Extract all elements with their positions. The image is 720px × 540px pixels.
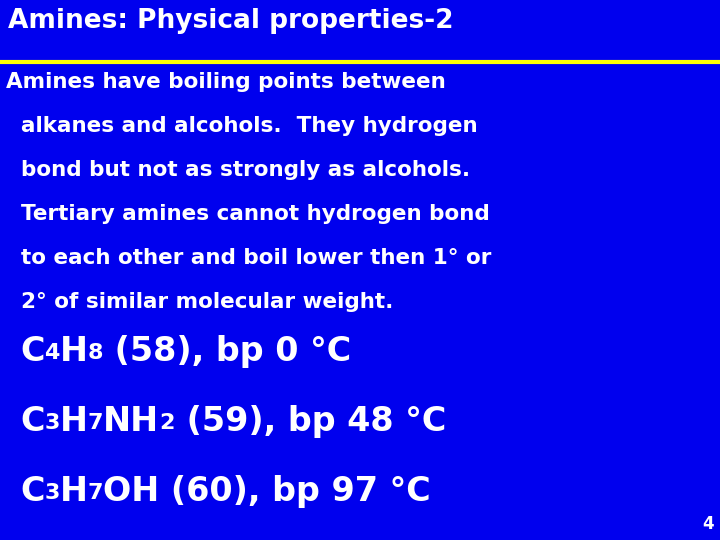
Text: NH: NH <box>104 405 160 438</box>
Text: C: C <box>20 405 45 438</box>
Text: H: H <box>60 335 88 368</box>
Text: H: H <box>60 405 88 438</box>
Text: 3: 3 <box>45 483 60 503</box>
Text: 4: 4 <box>45 343 60 363</box>
Text: H: H <box>60 475 88 508</box>
Text: 7: 7 <box>88 483 104 503</box>
Text: Amines have boiling points between: Amines have boiling points between <box>6 72 446 92</box>
Text: 4: 4 <box>703 515 714 533</box>
Text: 7: 7 <box>88 413 104 433</box>
Text: alkanes and alcohols.  They hydrogen: alkanes and alcohols. They hydrogen <box>6 116 477 136</box>
Text: 2° of similar molecular weight.: 2° of similar molecular weight. <box>6 292 393 312</box>
Text: 3: 3 <box>45 413 60 433</box>
Text: 8: 8 <box>88 343 104 363</box>
Text: Tertiary amines cannot hydrogen bond: Tertiary amines cannot hydrogen bond <box>6 204 490 224</box>
Text: (58), bp 0 °C: (58), bp 0 °C <box>104 335 351 368</box>
Text: (59), bp 48 °C: (59), bp 48 °C <box>175 405 446 438</box>
Text: C: C <box>20 335 45 368</box>
Text: 2: 2 <box>160 413 175 433</box>
Text: C: C <box>20 475 45 508</box>
Text: OH (60), bp 97 °C: OH (60), bp 97 °C <box>104 475 431 508</box>
Text: to each other and boil lower then 1° or: to each other and boil lower then 1° or <box>6 248 491 268</box>
Text: Amines: Physical properties-2: Amines: Physical properties-2 <box>8 8 454 34</box>
Text: bond but not as strongly as alcohols.: bond but not as strongly as alcohols. <box>6 160 470 180</box>
